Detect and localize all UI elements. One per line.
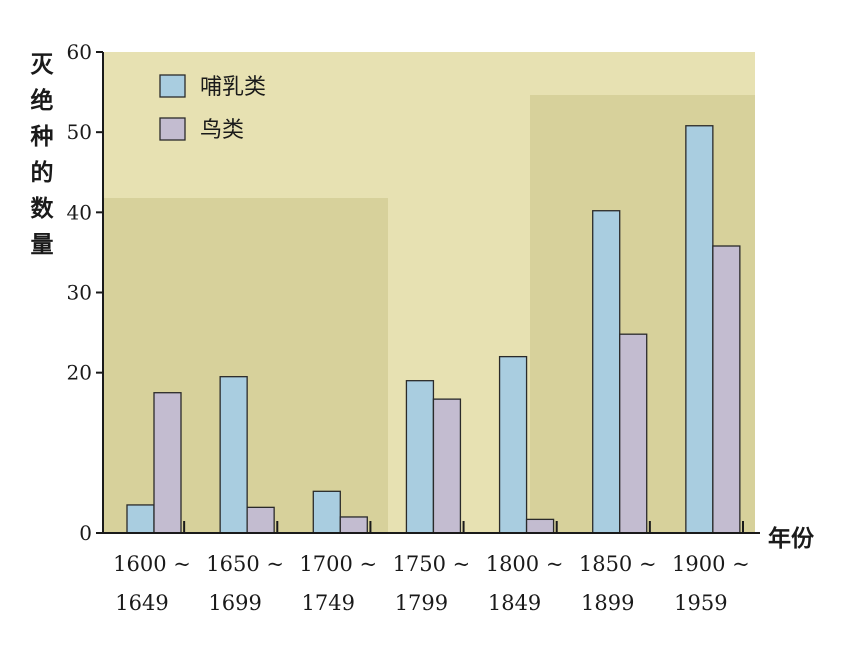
x-tick-label-line2: 1749 <box>302 591 355 615</box>
y-tick-label: 30 <box>67 281 92 305</box>
bar-mammal <box>312 490 341 534</box>
y-tick-label: 40 <box>67 200 92 224</box>
x-tick-label-line2: 1649 <box>115 591 168 615</box>
x-tick-label-line1: 1850 ~ <box>579 552 657 576</box>
bar-mammal <box>592 210 621 534</box>
bar-mammal <box>685 125 714 534</box>
bar-bird <box>339 516 368 534</box>
y-axis-title-char: 绝 <box>31 87 54 114</box>
bar-bird <box>619 333 648 534</box>
x-tick-label-line2: 1959 <box>674 591 727 615</box>
y-axis-title-char: 量 <box>31 232 54 258</box>
x-tick-label-line1: 1600 ~ <box>113 552 191 576</box>
bar-bird <box>712 245 741 534</box>
y-axis-title-char: 的 <box>31 159 54 186</box>
y-tick-label: 60 <box>67 40 92 64</box>
x-tick-labels: 1600 ~ 1649 1650 ~ 1699 1700 ~ 1749 1750 ~ 1799… <box>113 552 750 615</box>
bar-bird <box>432 398 462 534</box>
y-tick-label: 0 <box>79 521 92 545</box>
x-axis-title: 年份 <box>768 525 815 552</box>
bar-mammal <box>219 376 248 534</box>
x-tick-label-line1: 1900 ~ <box>672 552 750 576</box>
x-tick-label-line1: 1650 ~ <box>206 552 284 576</box>
x-tick-label-line2: 1799 <box>395 591 448 615</box>
x-tick-label-line1: 1800 ~ <box>486 552 564 576</box>
x-ticks <box>183 521 744 533</box>
bar-bird <box>525 518 555 534</box>
y-tick-label: 50 <box>67 120 92 144</box>
x-tick-label-line2: 1849 <box>488 591 541 615</box>
legend-label: 鸟类 <box>200 118 244 143</box>
bar-bird <box>246 506 275 534</box>
legend-swatch <box>159 117 186 141</box>
legend-label: 哺乳类 <box>200 75 266 100</box>
x-tick-label-line2: 1699 <box>208 591 261 615</box>
bar-mammal <box>405 380 435 534</box>
y-axis-title-char: 数 <box>31 196 55 222</box>
y-tick-label: 20 <box>67 361 92 385</box>
y-axis-title-char: 种 <box>30 124 54 150</box>
x-tick-label-line1: 1700 ~ <box>299 552 377 576</box>
bar-bird <box>153 392 182 534</box>
legend-swatch <box>159 74 186 98</box>
x-tick-label-line1: 1750 ~ <box>393 552 471 576</box>
y-axis-title-char: 灭 <box>31 52 55 78</box>
x-tick-label-line2: 1899 <box>581 591 634 615</box>
bar-mammal <box>498 355 528 534</box>
bar-mammal <box>126 504 155 534</box>
bars <box>126 125 741 534</box>
y-ticks: 0 20 30 40 50 60 <box>67 40 103 545</box>
